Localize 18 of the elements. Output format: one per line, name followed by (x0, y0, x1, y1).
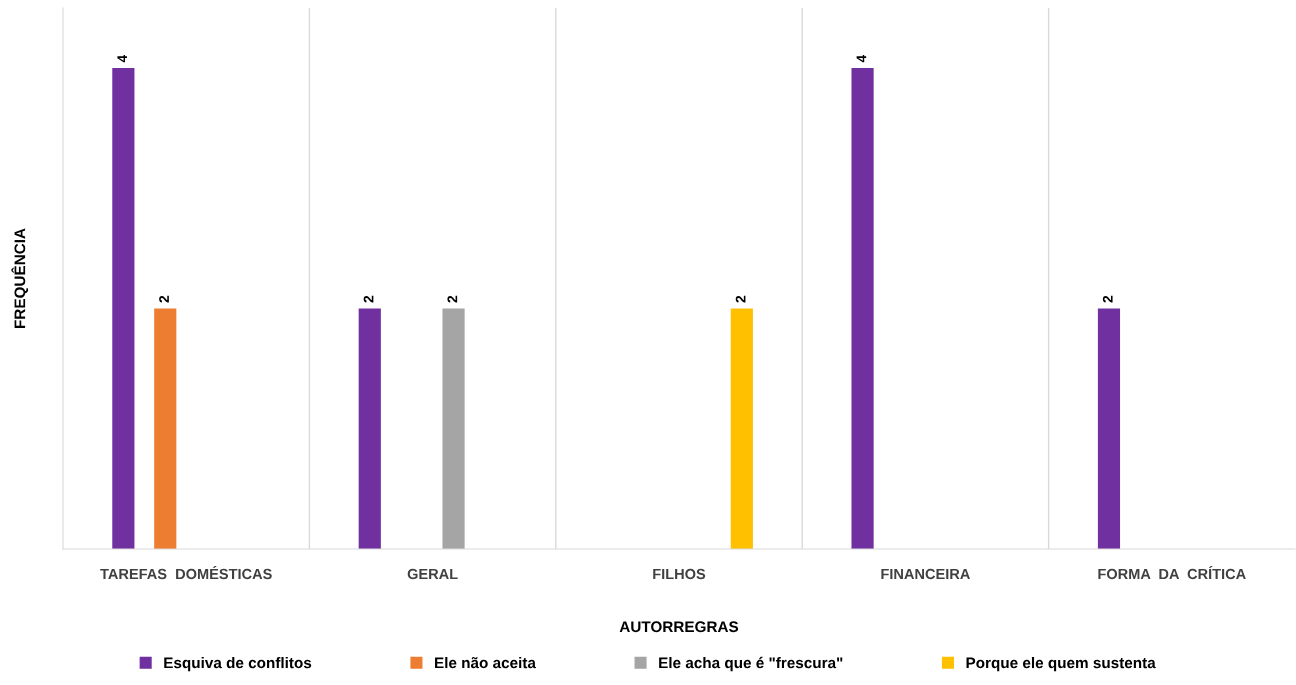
x-tick-label: FORMA DA CRÍTICA (1098, 566, 1246, 580)
data-label: 2 (1102, 295, 1113, 303)
legend-label: Porque ele quem sustenta (966, 657, 1156, 672)
x-tick-label: FINANCEIRA (881, 568, 970, 580)
data-label: 4 (856, 54, 867, 63)
data-label: 2 (735, 295, 746, 303)
x-axis-title: AUTORREGRAS (619, 621, 739, 633)
y-axis-title: FREQUÊNCIA (11, 228, 29, 328)
legend-label: Ele acha que é "frescura" (659, 656, 843, 672)
x-tick-label: FILHOS (653, 568, 706, 580)
legend-label: Esquiva de conflitos (164, 657, 312, 672)
data-label: 2 (159, 295, 169, 303)
legend-label: Ele não aceita (435, 657, 537, 669)
data-label: 2 (363, 295, 374, 303)
x-tick-label: GERAL (407, 568, 458, 580)
x-tick-label: TAREFAS DOMÉSTICAS (100, 566, 272, 580)
data-label: 2 (447, 295, 458, 303)
data-label: 4 (117, 54, 127, 63)
